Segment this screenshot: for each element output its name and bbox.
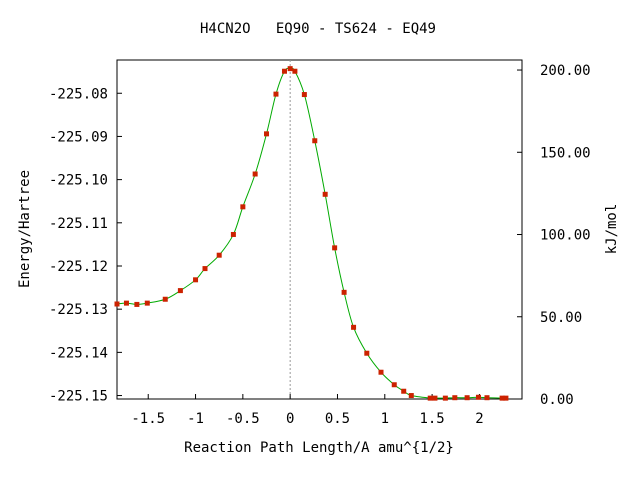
data-point [427, 395, 433, 401]
data-point [442, 395, 448, 401]
data-point [162, 296, 168, 302]
data-point [114, 301, 120, 307]
data-point [287, 66, 293, 72]
y-tick-label: -225.14 [49, 345, 108, 361]
y2-tick-label: 50.00 [540, 310, 582, 326]
data-point [281, 68, 287, 74]
y-axis-left: -225.08 -225.09 -225.10 -225.11 -225.12 -225.… [49, 86, 122, 405]
data-point [230, 231, 236, 237]
data-point [351, 324, 357, 330]
data-point [123, 300, 129, 306]
data-point [144, 300, 150, 306]
x-tick-label: 1.5 [419, 411, 444, 427]
y-axis-label: Energy/Hartree [17, 170, 33, 288]
data-point [341, 289, 347, 295]
data-point [322, 191, 328, 197]
data-point [292, 68, 298, 74]
data-point [216, 252, 222, 258]
chart-title: H4CN2O EQ90 - TS624 - EQ49 [200, 21, 436, 37]
data-point [240, 204, 246, 210]
data-point [464, 395, 470, 401]
data-point [252, 171, 258, 177]
y-tick-label: -225.13 [49, 302, 108, 318]
y2-tick-label: 100.00 [540, 228, 591, 244]
data-point [312, 138, 318, 144]
data-point [499, 395, 505, 401]
x-tick-label: 2 [475, 411, 483, 427]
data-point [202, 266, 208, 272]
data-point [432, 395, 438, 401]
data-point [273, 91, 279, 97]
plot-frame [116, 59, 523, 400]
data-point [134, 301, 140, 307]
y-tick-label: -225.11 [49, 216, 108, 232]
data-point [177, 288, 183, 294]
x-tick-label: -0.5 [226, 411, 260, 427]
x-tick-label: -1.5 [131, 411, 165, 427]
y2-axis-label: kJ/mol [604, 204, 620, 255]
y-tick-label: -225.12 [49, 259, 108, 275]
y-tick-label: -225.10 [49, 173, 108, 189]
y2-tick-label: 200.00 [540, 63, 591, 79]
y2-tick-label: 0.00 [540, 392, 574, 408]
data-point [364, 350, 370, 356]
x-axis-label: Reaction Path Length/A amu^{1/2} [184, 440, 454, 456]
data-point [484, 395, 490, 401]
series-line [116, 67, 506, 399]
y-axis-right: 200.00 150.00 100.00 50.00 0.00 [517, 63, 591, 408]
y-tick-label: -225.09 [49, 129, 108, 145]
data-point [332, 245, 338, 251]
data-point [378, 369, 384, 375]
data-point [475, 394, 481, 400]
data-point [193, 277, 199, 283]
data-point [391, 382, 397, 388]
data-point [301, 92, 307, 98]
data-point [408, 393, 414, 399]
data-point [452, 395, 458, 401]
x-tick-label: -1 [187, 411, 204, 427]
data-point [264, 131, 270, 137]
y-tick-label: -225.15 [49, 389, 108, 405]
data-point [401, 388, 407, 394]
y-tick-label: -225.08 [49, 86, 108, 102]
series-layer [114, 66, 509, 401]
y2-tick-label: 150.00 [540, 145, 591, 161]
x-axis: -1.5 -1 -0.5 0 0.5 1 1.5 2 [131, 394, 484, 427]
x-tick-label: 0 [286, 411, 294, 427]
x-tick-label: 0.5 [325, 411, 350, 427]
x-tick-label: 1 [381, 411, 389, 427]
data-point [503, 395, 509, 401]
